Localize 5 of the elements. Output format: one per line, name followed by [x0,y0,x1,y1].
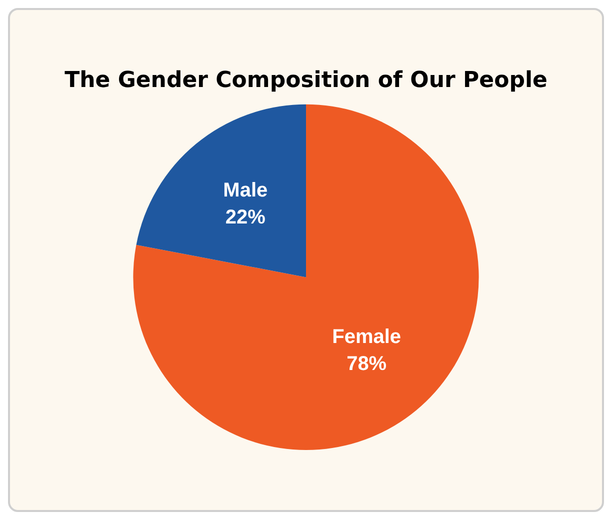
chart-title: The Gender Composition of Our People [64,68,548,93]
slice-label: Male [223,179,268,202]
data-label: 78% [346,352,387,375]
slice-label: Female [332,326,402,348]
data-label: 22% [225,206,266,228]
